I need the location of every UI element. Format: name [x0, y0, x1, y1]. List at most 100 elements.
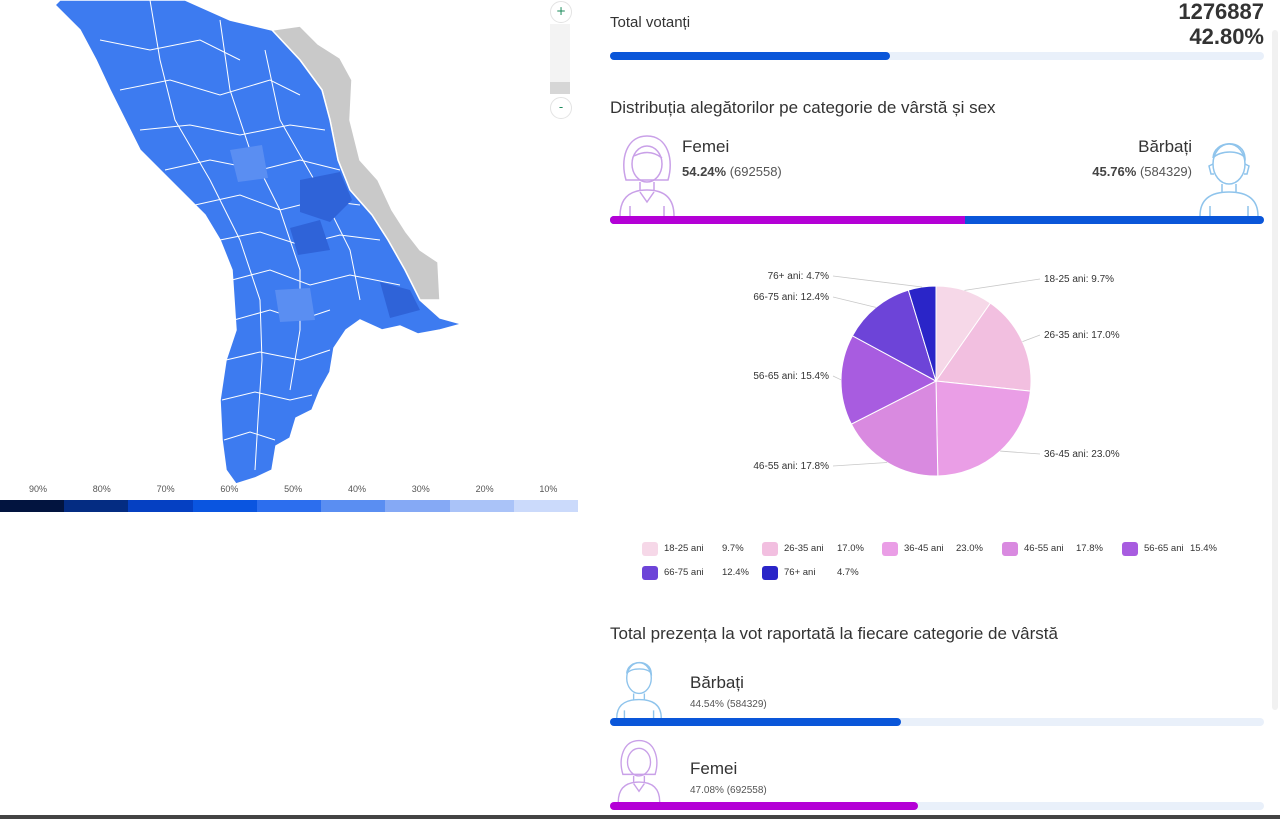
male-avatar-icon	[612, 652, 666, 719]
pie-slice-label: 56-65 ani: 15.4%	[753, 371, 829, 382]
pie-slice-label: 36-45 ani: 23.0%	[1044, 449, 1120, 460]
legend-item[interactable]: 66-75 ani 12.4%	[642, 564, 760, 582]
scale-segment	[385, 500, 451, 512]
legend-value: 15.4%	[1190, 543, 1217, 554]
map-district-borders	[99, 0, 401, 471]
scale-label: 30%	[411, 484, 430, 494]
legend-label: 46-55 ani	[1024, 543, 1064, 554]
scale-label: 50%	[284, 484, 303, 494]
turnout-progress-fill	[610, 52, 890, 60]
scale-segment	[449, 500, 515, 512]
scale-label: 20%	[475, 484, 494, 494]
map-district-dark[interactable]	[290, 220, 330, 255]
map-zoom-control[interactable]: + -	[548, 0, 572, 120]
map-district-light[interactable]	[275, 288, 315, 322]
legend-label: 56-65 ani	[1144, 543, 1184, 554]
legend-value: 17.0%	[837, 543, 864, 554]
age-pie-chart: 18-25 ani: 9.7% 26-35 ani: 17.0% 36-45 ani…	[610, 262, 1264, 492]
legend-swatch	[882, 542, 898, 556]
male-stat: 45.76% (584329)	[1040, 164, 1192, 179]
legend-item[interactable]: 46-55 ani 17.8%	[1002, 540, 1120, 558]
sex-split-bar	[610, 216, 1264, 224]
legend-swatch	[762, 566, 778, 580]
legend-item[interactable]: 56-65 ani 15.4%	[1122, 540, 1240, 558]
pie-slice-36-45-ani[interactable]	[935, 380, 1032, 477]
pie-leader-line	[1000, 450, 1041, 455]
female-label: Femei	[682, 137, 730, 156]
female-avatar-icon	[612, 736, 666, 803]
pie-slice-76-ani[interactable]	[907, 285, 937, 382]
age-pie-legend: 18-25 ani 9.7% 26-35 ani 17.0% 36-45 ani 23.0…	[642, 540, 1262, 586]
female-avatar-icon	[612, 130, 682, 217]
scale-segment	[192, 500, 258, 512]
scale-segment	[513, 500, 579, 512]
legend-swatch	[642, 542, 658, 556]
male-count: (584329)	[1139, 164, 1192, 179]
category-male-stat: 44.54% (584329)	[690, 699, 767, 710]
scale-label: 60%	[220, 484, 239, 494]
scale-segment	[256, 500, 322, 512]
pie-slice-label: 46-55 ani: 17.8%	[753, 461, 829, 472]
scale-label: 10%	[539, 484, 558, 494]
legend-swatch	[762, 542, 778, 556]
legend-value: 12.4%	[722, 567, 749, 578]
zoom-slider-thumb[interactable]	[550, 82, 570, 94]
map-district-light[interactable]	[230, 145, 268, 182]
category-female-progress-fill	[610, 802, 918, 810]
pie-leader-line	[1022, 334, 1041, 343]
map-district-dark[interactable]	[300, 172, 352, 222]
pie-slice-label: 26-35 ani: 17.0%	[1044, 330, 1120, 341]
turnout-progress-bar	[610, 52, 1264, 60]
map-district-dark[interactable]	[380, 282, 420, 318]
legend-item[interactable]: 26-35 ani 17.0%	[762, 540, 880, 558]
age-pie-svg: 18-25 ani: 9.7% 26-35 ani: 17.0% 36-45 ani…	[753, 271, 1120, 477]
pie-leader-line	[832, 375, 842, 381]
category-female-stat: 47.08% (692558)	[690, 785, 767, 796]
scale-label: 70%	[156, 484, 175, 494]
page-scrollbar[interactable]	[1270, 0, 1280, 819]
pie-leader-line	[832, 462, 888, 467]
moldova-map[interactable]	[0, 0, 580, 490]
pie-slice-label: 66-75 ani: 12.4%	[753, 292, 829, 303]
legend-item[interactable]: 36-45 ani 23.0%	[882, 540, 1000, 558]
legend-label: 18-25 ani	[664, 543, 704, 554]
category-male-progress-fill	[610, 718, 901, 726]
scale-segment	[0, 500, 65, 512]
total-voters-label: Total votanți	[610, 14, 691, 31]
legend-value: 23.0%	[956, 543, 983, 554]
scale-label: 90%	[28, 484, 47, 494]
legend-label: 26-35 ani	[784, 543, 824, 554]
zoom-out-button[interactable]: -	[550, 97, 572, 119]
male-label: Bărbați	[1138, 137, 1192, 156]
pie-slice-label: 18-25 ani: 9.7%	[1044, 274, 1114, 285]
female-percent: 54.24%	[682, 164, 727, 179]
category-male-label: Bărbați	[690, 673, 744, 692]
pie-slice-26-35-ani[interactable]	[935, 302, 1032, 392]
legend-item[interactable]: 76+ ani 4.7%	[762, 564, 880, 582]
turnout-by-category-title: Total prezența la vot raportată la fieca…	[610, 624, 1058, 643]
legend-value: 9.7%	[722, 543, 744, 554]
female-count: (692558)	[729, 164, 782, 179]
legend-item[interactable]: 18-25 ani 9.7%	[642, 540, 760, 558]
total-voters-percent: 42.80%	[1189, 24, 1264, 49]
legend-swatch	[1122, 542, 1138, 556]
legend-value: 17.8%	[1076, 543, 1103, 554]
legend-label: 76+ ani	[784, 567, 816, 578]
map-country-main[interactable]	[53, 0, 465, 485]
scrollbar-thumb[interactable]	[1272, 30, 1278, 710]
scale-label: 40%	[347, 484, 366, 494]
distribution-title: Distribuția alegătorilor pe categorie de…	[610, 98, 996, 117]
zoom-in-button[interactable]: +	[550, 1, 572, 23]
legend-swatch	[642, 566, 658, 580]
category-female-progress-bar	[610, 802, 1264, 810]
scale-segment	[128, 500, 194, 512]
male-avatar-icon	[1194, 130, 1264, 217]
zoom-slider-track[interactable]	[550, 24, 570, 94]
turnout-map[interactable]	[0, 0, 580, 520]
category-female-label: Femei	[690, 759, 738, 778]
legend-label: 36-45 ani	[904, 543, 944, 554]
male-percent: 45.76%	[1092, 164, 1137, 179]
sex-split-female-fill	[610, 216, 965, 224]
female-stat: 54.24% (692558)	[682, 164, 782, 179]
legend-value: 4.7%	[837, 567, 859, 578]
